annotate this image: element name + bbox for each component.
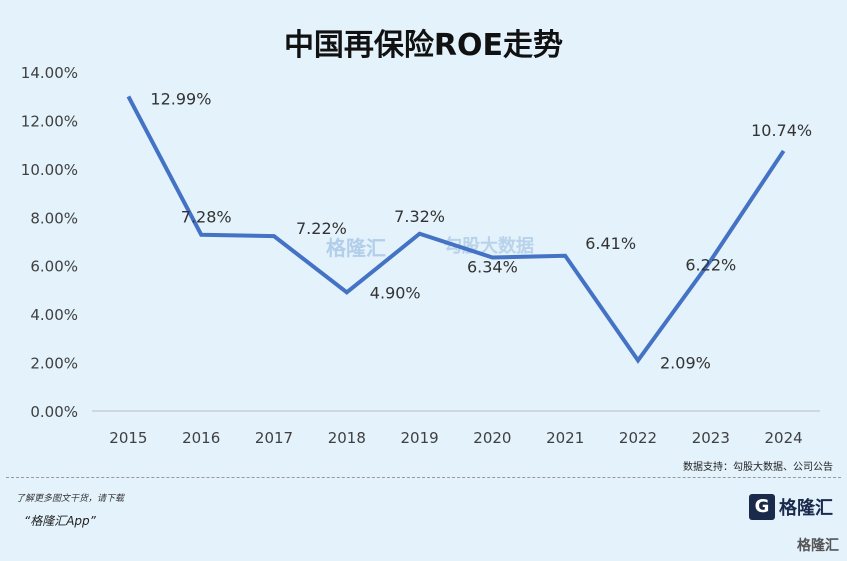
y-tick-label: 14.00% xyxy=(21,64,78,82)
series-line xyxy=(126,95,786,364)
logo-text: 格隆汇 xyxy=(779,498,833,519)
x-tick-label: 2017 xyxy=(255,429,293,447)
footer-divider xyxy=(6,477,841,478)
x-tick-label: 2015 xyxy=(109,429,147,447)
data-label: 4.90% xyxy=(370,283,421,302)
data-label: 6.41% xyxy=(585,234,636,253)
data-label: 7.28% xyxy=(181,208,232,227)
data-source: 数据支持：勾股大数据、公司公告 xyxy=(683,462,833,473)
x-tick-label: 2016 xyxy=(182,429,220,447)
y-tick-label: 12.00% xyxy=(21,112,78,130)
data-label: 6.34% xyxy=(467,257,518,276)
chart-title: 中国再保险ROE走势 xyxy=(283,28,564,63)
data-label: 7.22% xyxy=(296,219,347,238)
data-label: 7.32% xyxy=(394,207,445,226)
footer-note: 了解更多图文干货，请下载 xyxy=(16,494,125,504)
x-tick-label: 2022 xyxy=(619,429,657,447)
x-tick-label: 2023 xyxy=(692,429,730,447)
y-tick-label: 4.00% xyxy=(30,306,78,324)
x-tick-label: 2020 xyxy=(473,429,511,447)
x-tick-label: 2021 xyxy=(546,429,584,447)
data-label: 2.09% xyxy=(660,353,711,372)
y-tick-label: 6.00% xyxy=(30,258,78,276)
y-tick-label: 0.00% xyxy=(30,403,78,421)
x-tick-label: 2024 xyxy=(765,429,803,447)
y-tick-label: 10.00% xyxy=(21,161,78,179)
corner-watermark: 格隆汇 xyxy=(797,538,839,554)
data-label: 6.22% xyxy=(685,255,736,274)
watermark-data: 勾股大数据 xyxy=(444,236,534,257)
logo-icon: G xyxy=(749,494,775,520)
x-tick-label: 2019 xyxy=(401,429,439,447)
brand-logo: G 格隆汇 xyxy=(749,494,833,520)
x-tick-label: 2018 xyxy=(328,429,366,447)
y-tick-label: 8.00% xyxy=(30,209,78,227)
data-label: 12.99% xyxy=(150,89,211,108)
data-label: 10.74% xyxy=(751,121,812,140)
footer-app-name: “格隆汇App” xyxy=(24,514,96,528)
watermark-brand: 格隆汇 xyxy=(326,236,386,260)
y-tick-label: 2.00% xyxy=(30,355,78,373)
